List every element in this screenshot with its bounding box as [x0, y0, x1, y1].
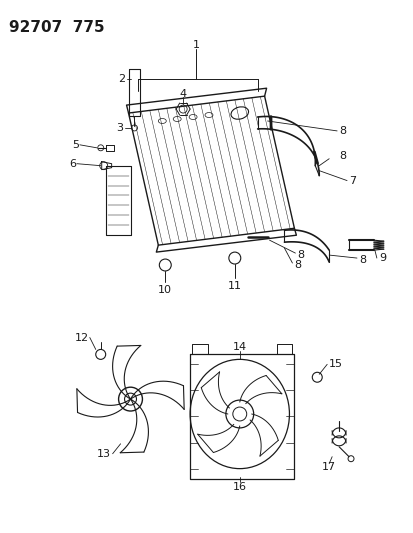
Text: 8: 8 — [338, 151, 345, 161]
Text: 9: 9 — [378, 253, 385, 263]
Text: 2: 2 — [118, 74, 125, 84]
Text: 7: 7 — [348, 175, 355, 185]
Text: 5: 5 — [72, 140, 78, 150]
Text: 8: 8 — [294, 260, 301, 270]
Text: 15: 15 — [328, 359, 342, 369]
Text: 8: 8 — [338, 126, 345, 136]
Text: 3: 3 — [116, 123, 123, 133]
Text: 1: 1 — [192, 41, 199, 51]
Text: 17: 17 — [321, 462, 335, 472]
Text: 6: 6 — [69, 159, 76, 168]
Text: 14: 14 — [232, 343, 246, 352]
Text: 92707  775: 92707 775 — [9, 20, 105, 35]
Text: 10: 10 — [158, 285, 172, 295]
Text: 12: 12 — [74, 333, 88, 343]
Text: 16: 16 — [232, 481, 246, 491]
Text: 8: 8 — [358, 255, 365, 265]
Text: 8: 8 — [297, 250, 304, 260]
Text: 11: 11 — [227, 281, 241, 291]
Text: 13: 13 — [96, 449, 110, 459]
Text: 4: 4 — [179, 89, 186, 99]
